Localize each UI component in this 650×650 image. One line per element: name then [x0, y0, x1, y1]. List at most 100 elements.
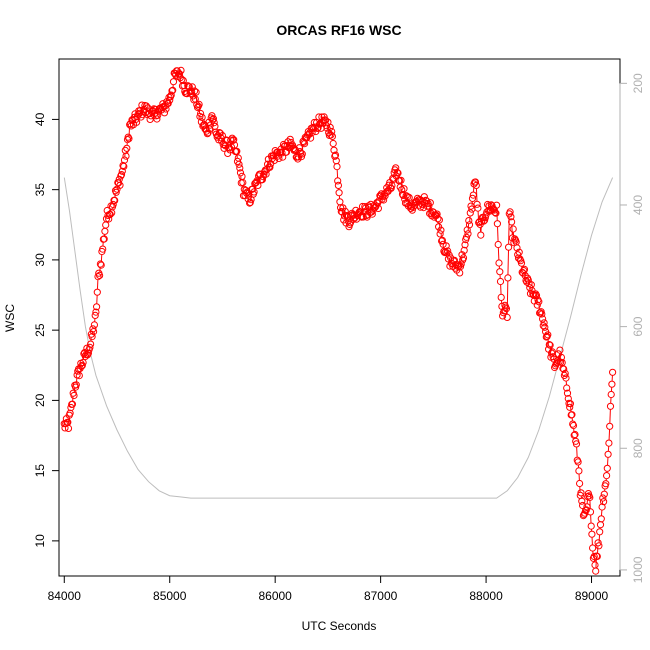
wsc-point: [509, 225, 517, 233]
wsc-point: [250, 188, 258, 196]
wsc-point: [70, 391, 78, 400]
wsc-point: [169, 86, 177, 94]
wsc-point: [576, 479, 584, 488]
wsc-point: [233, 147, 241, 155]
x-tick-label: 88000: [469, 589, 503, 603]
wsc-point: [420, 204, 428, 212]
wsc-point: [480, 217, 488, 225]
wsc-point: [335, 189, 343, 197]
right-axis: 200 400 600 800 1000: [619, 73, 645, 583]
wsc-point: [238, 172, 246, 180]
x-tick-label: 84000: [48, 589, 82, 603]
wsc-point: [539, 315, 547, 323]
wsc-point: [123, 144, 131, 152]
wsc-point: [513, 244, 521, 252]
wsc-point: [541, 323, 549, 331]
wsc-point: [90, 328, 98, 336]
wsc-point: [459, 254, 468, 262]
wsc-point: [464, 230, 472, 238]
wsc-point: [507, 213, 515, 221]
wsc-point: [278, 149, 286, 157]
wsc-point: [544, 331, 552, 339]
wsc-point: [408, 206, 416, 214]
wsc-segment: [507, 250, 509, 275]
wsc-point: [493, 220, 501, 228]
wsc-point: [328, 132, 336, 140]
y-axis-label: WSC: [3, 304, 17, 332]
wsc-point: [561, 369, 569, 377]
wsc-point: [542, 333, 550, 341]
wsc-point: [588, 530, 596, 538]
wsc-point: [583, 503, 591, 511]
x-axis: 84000 85000 86000 87000 88000 89000: [48, 575, 609, 603]
wsc-point: [79, 358, 87, 367]
wsc-point: [499, 312, 507, 320]
wsc-point: [504, 274, 512, 282]
wsc-point: [218, 132, 226, 140]
wsc-point: [142, 102, 150, 110]
wsc-point: [111, 196, 119, 204]
wsc-point: [469, 191, 477, 199]
wsc-point: [195, 100, 203, 109]
wsc-point: [245, 192, 253, 200]
wsc-point: [334, 181, 342, 189]
wsc-point: [592, 567, 600, 575]
wsc-point: [529, 290, 537, 298]
wsc-segment: [506, 281, 509, 315]
wsc-point: [236, 164, 244, 172]
wsc-segment: [497, 247, 500, 260]
wsc-point: [86, 343, 94, 351]
wsc-point: [596, 528, 604, 536]
wsc-point: [600, 498, 608, 506]
wsc-point: [239, 178, 247, 187]
wsc-point: [595, 542, 603, 550]
wsc-point: [546, 341, 554, 349]
wsc-point: [333, 163, 341, 171]
wsc-point: [188, 87, 196, 96]
wsc-point: [597, 515, 605, 523]
wsc-point: [374, 204, 382, 212]
wsc-point: [593, 552, 601, 561]
wsc-point: [298, 150, 306, 158]
wsc-point: [606, 402, 615, 410]
right-tick-label: 1000: [631, 556, 645, 583]
wsc-point: [517, 259, 526, 267]
wsc-point: [603, 464, 611, 472]
wsc-point: [67, 403, 75, 412]
y-tick-label: 15: [33, 464, 47, 478]
wsc-point: [436, 230, 444, 238]
wsc-point: [483, 208, 491, 216]
wsc-point: [496, 277, 505, 286]
wsc-point: [334, 177, 342, 185]
wsc-point: [539, 322, 547, 330]
wsc-point: [286, 135, 294, 143]
wsc-point: [494, 240, 502, 249]
wsc-point: [607, 390, 615, 399]
wsc-point: [254, 181, 262, 189]
x-tick-label: 85000: [153, 589, 187, 603]
wsc-point: [203, 130, 211, 138]
wsc-point: [457, 260, 465, 268]
right-tick-label: 200: [631, 73, 645, 93]
wsc-point: [465, 217, 473, 225]
wsc-point: [599, 494, 607, 502]
wsc-point: [64, 424, 73, 432]
wsc-point: [97, 261, 105, 269]
wsc-point: [90, 321, 99, 329]
wsc-point: [102, 221, 110, 229]
wsc-point: [197, 109, 205, 118]
wsc-point: [506, 208, 514, 216]
wsc-point: [572, 440, 581, 448]
wsc-point: [209, 115, 217, 123]
wsc-point: [262, 170, 270, 178]
wsc-point: [116, 181, 124, 189]
wsc-point: [604, 450, 612, 458]
wsc-point: [503, 313, 511, 321]
wsc-point: [112, 188, 120, 196]
wsc-point: [545, 341, 553, 349]
chart-title: ORCAS RF16 WSC: [276, 22, 401, 38]
wsc-point: [437, 226, 445, 234]
wsc-point: [578, 497, 586, 505]
wsc-point: [586, 493, 594, 502]
